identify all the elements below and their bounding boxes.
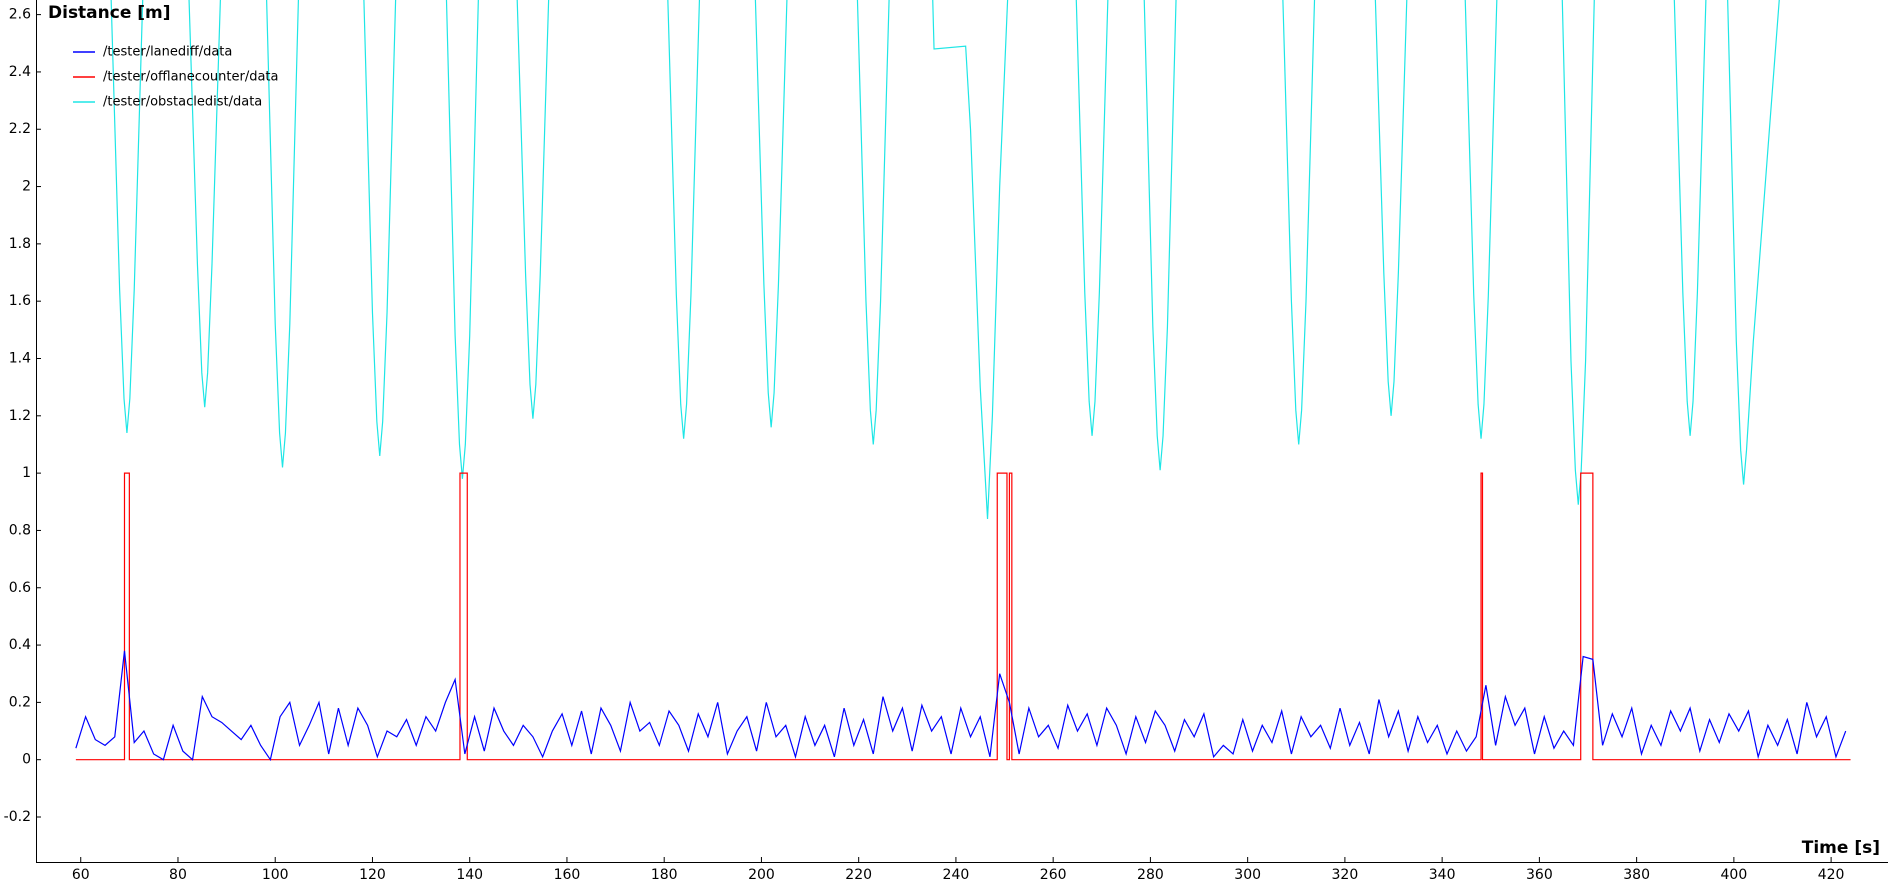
y-tick-label: 2.6	[9, 7, 31, 23]
y-tick-label: 1.6	[9, 293, 31, 309]
y-tick-label: 0.6	[9, 580, 31, 596]
x-tick-label: 100	[262, 867, 289, 883]
data-line	[110, 0, 1780, 520]
x-tick-label: 260	[1040, 867, 1067, 883]
y-tick-label: 0	[22, 752, 31, 768]
x-tick-label: 280	[1137, 867, 1164, 883]
y-tick-label: 1.4	[9, 350, 31, 366]
data-line	[75, 650, 1847, 762]
x-tick-label: 240	[943, 867, 970, 883]
x-tick-label: 320	[1332, 867, 1359, 883]
x-tick-label: 160	[554, 867, 581, 883]
legend-text: /tester/obstacledist/data	[103, 95, 262, 110]
y-tick-label: 0.2	[9, 694, 31, 710]
x-tick-label: 120	[359, 867, 386, 883]
x-tick-label: 200	[748, 867, 775, 883]
x-tick-label: 360	[1526, 867, 1553, 883]
y-tick-label: 2.2	[9, 121, 31, 137]
y-tick-label: 0.8	[9, 522, 31, 538]
y-tick-label: 1.2	[9, 408, 31, 424]
x-tick-label: 380	[1623, 867, 1650, 883]
y-tick-label: 0.4	[9, 637, 31, 653]
x-axis-title: Time [s]	[1802, 838, 1880, 858]
y-tick-label: 1.8	[9, 236, 31, 252]
y-axis-title: Distance [m]	[48, 3, 171, 23]
x-tick-label: 300	[1234, 867, 1261, 883]
legend-text: /tester/offlanecounter/data	[103, 70, 278, 85]
data-line	[75, 472, 1851, 761]
x-tick-label: 220	[845, 867, 872, 883]
plot-area	[75, 0, 1851, 762]
y-tick-label: 1	[22, 465, 31, 481]
x-tick-label: 180	[651, 867, 678, 883]
y-tick-label: 2.4	[9, 64, 31, 80]
legend-text: /tester/lanediff/data	[103, 45, 232, 60]
x-tick-label: 340	[1429, 867, 1456, 883]
x-tick-label: 400	[1721, 867, 1748, 883]
x-tick-label: 140	[456, 867, 483, 883]
x-tick-label: 80	[169, 867, 187, 883]
x-tick-label: 420	[1818, 867, 1845, 883]
y-tick-label: -0.2	[4, 809, 31, 825]
y-tick-label: 2	[22, 179, 31, 195]
x-tick-label: 60	[72, 867, 90, 883]
